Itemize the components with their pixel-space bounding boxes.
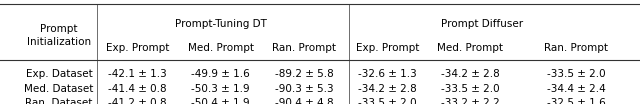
Text: Ran. Prompt: Ran. Prompt [544, 43, 608, 53]
Text: -34.4 ± 2.4: -34.4 ± 2.4 [547, 84, 605, 94]
Text: -34.2 ± 2.8: -34.2 ± 2.8 [441, 69, 500, 79]
Text: -49.9 ± 1.6: -49.9 ± 1.6 [191, 69, 250, 79]
Text: Med. Dataset: Med. Dataset [24, 84, 93, 94]
Text: Ran. Prompt: Ran. Prompt [272, 43, 336, 53]
Text: -90.3 ± 5.3: -90.3 ± 5.3 [275, 84, 333, 94]
Text: -50.3 ± 1.9: -50.3 ± 1.9 [191, 84, 250, 94]
Text: -41.4 ± 0.8: -41.4 ± 0.8 [108, 84, 167, 94]
Text: -33.5 ± 2.0: -33.5 ± 2.0 [358, 98, 417, 104]
Text: Ran. Dataset: Ran. Dataset [25, 98, 93, 104]
Text: Exp. Prompt: Exp. Prompt [106, 43, 170, 53]
Text: -33.5 ± 2.0: -33.5 ± 2.0 [441, 84, 500, 94]
Text: -90.4 ± 4.8: -90.4 ± 4.8 [275, 98, 333, 104]
Text: -32.5 ± 1.6: -32.5 ± 1.6 [547, 98, 605, 104]
Text: -41.2 ± 0.8: -41.2 ± 0.8 [108, 98, 167, 104]
Text: Exp. Prompt: Exp. Prompt [355, 43, 419, 53]
Text: -50.4 ± 1.9: -50.4 ± 1.9 [191, 98, 250, 104]
Text: -89.2 ± 5.8: -89.2 ± 5.8 [275, 69, 333, 79]
Text: Med. Prompt: Med. Prompt [188, 43, 254, 53]
Text: Exp. Dataset: Exp. Dataset [26, 69, 92, 79]
Text: -34.2 ± 2.8: -34.2 ± 2.8 [358, 84, 417, 94]
Text: Med. Prompt: Med. Prompt [437, 43, 504, 53]
Text: -33.2 ± 2.2: -33.2 ± 2.2 [441, 98, 500, 104]
Text: -42.1 ± 1.3: -42.1 ± 1.3 [108, 69, 167, 79]
Text: Prompt-Tuning DT: Prompt-Tuning DT [175, 19, 267, 29]
Text: Prompt
Initialization: Prompt Initialization [27, 24, 91, 48]
Text: -33.5 ± 2.0: -33.5 ± 2.0 [547, 69, 605, 79]
Text: Prompt Diffuser: Prompt Diffuser [440, 19, 523, 29]
Text: -32.6 ± 1.3: -32.6 ± 1.3 [358, 69, 417, 79]
